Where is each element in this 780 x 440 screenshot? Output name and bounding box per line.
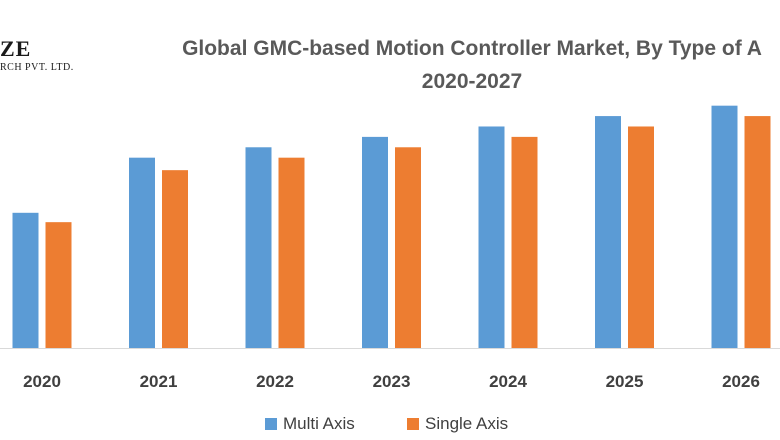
- bar-single-axis-2026: [744, 116, 771, 348]
- bar-multi-axis-2024: [478, 126, 505, 348]
- bar-multi-axis-2022: [245, 147, 272, 348]
- bar-single-axis-2025: [628, 126, 654, 348]
- legend-swatch-single-axis: [407, 418, 419, 430]
- x-tick-label-2026: 2026: [722, 372, 760, 391]
- chart-legend: Multi Axis Single Axis: [0, 414, 780, 436]
- legend-label-multi-axis: Multi Axis: [283, 414, 355, 433]
- bar-single-axis-2022: [278, 157, 305, 348]
- x-tick-label-2021: 2021: [140, 372, 178, 391]
- bar-multi-axis-2020: [12, 212, 39, 348]
- company-logo-subtext: RCH PVT. LTD.: [0, 62, 74, 73]
- bar-multi-axis-2026: [711, 105, 738, 349]
- company-logo-text: ZE: [0, 36, 32, 61]
- bar-multi-axis-2021: [129, 157, 155, 348]
- legend-item-multi-axis: Multi Axis: [265, 414, 355, 434]
- chart-title-line1: Global GMC-based Motion Controller Marke…: [182, 37, 762, 60]
- legend-swatch-multi-axis: [265, 418, 277, 430]
- legend-label-single-axis: Single Axis: [425, 414, 509, 433]
- bar-single-axis-2020: [45, 222, 72, 348]
- legend-item-single-axis: Single Axis: [407, 414, 508, 434]
- x-tick-label-2025: 2025: [606, 372, 644, 391]
- x-tick-label-2024: 2024: [489, 372, 527, 391]
- x-tick-label-2022: 2022: [256, 372, 294, 391]
- bar-single-axis-2024: [511, 136, 538, 348]
- bar-single-axis-2021: [162, 170, 188, 348]
- chart-title-line2: 2020-2027: [421, 70, 523, 93]
- bar-multi-axis-2025: [595, 116, 621, 348]
- chart-title: Global GMC-based Motion Controller Marke…: [80, 32, 780, 98]
- x-tick-label-2020: 2020: [23, 372, 61, 391]
- x-tick-label-2023: 2023: [373, 372, 411, 391]
- bar-multi-axis-2023: [362, 136, 388, 348]
- bar-single-axis-2023: [395, 147, 421, 348]
